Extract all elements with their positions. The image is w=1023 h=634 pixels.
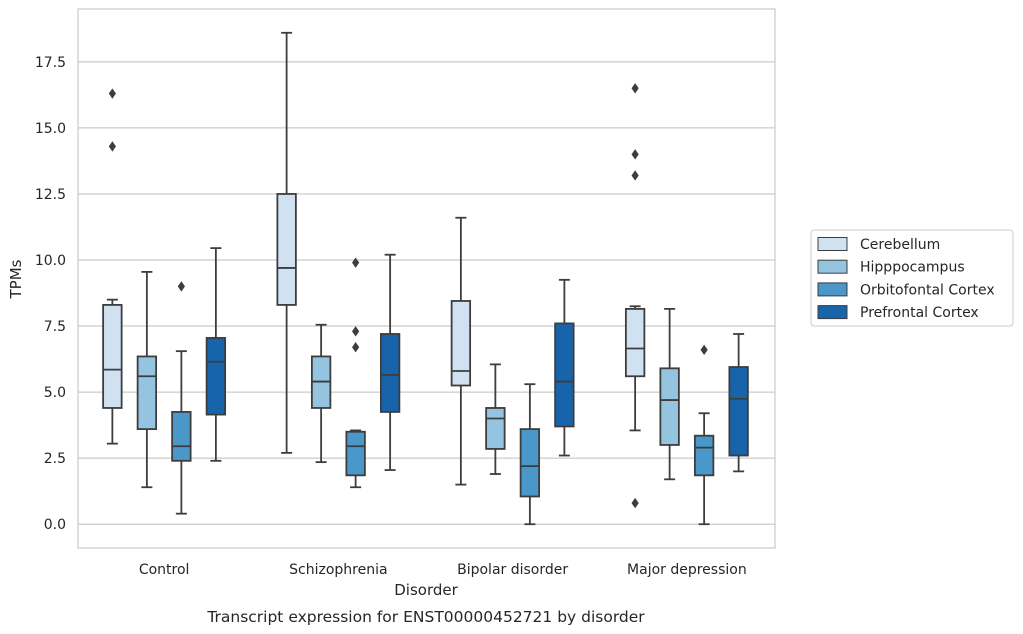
box-orbitofontal-cortex-control: [171, 281, 192, 515]
box-iqr: [379, 333, 401, 413]
box-iqr: [102, 304, 123, 409]
outlier-point: [352, 341, 360, 353]
x-tick-label-major-depression: Major depression: [627, 562, 747, 578]
y-tick-label: 7.5: [44, 319, 66, 335]
box-hipppocampus-control: [136, 270, 158, 489]
chart-caption: Transcript expression for ENST0000045272…: [206, 608, 645, 626]
box-iqr: [485, 407, 506, 450]
outlier-point: [108, 88, 116, 99]
box-prefrontal-cortex-major-depression: [728, 333, 749, 473]
x-tick-label-schizophrenia: Schizophrenia: [289, 562, 387, 578]
outlier-point: [631, 497, 639, 509]
legend-label-prefrontal-cortex: Prefrontal Cortex: [860, 305, 979, 321]
box-hipppocampus-schizophrenia: [310, 323, 332, 464]
box-orbitofontal-cortex-schizophrenia: [345, 257, 366, 489]
box-iqr: [171, 411, 192, 462]
box-hipppocampus-major-depression: [659, 307, 680, 481]
series-hipppocampus: [136, 270, 680, 489]
box-iqr: [624, 307, 646, 378]
plot-area-frame: [77, 8, 776, 549]
y-tick-label: 10.0: [35, 253, 66, 269]
outlier-point: [631, 83, 639, 94]
y-tick-label: 12.5: [35, 187, 66, 203]
legend-swatch-hipppocampus: [817, 259, 848, 274]
series-cerebellum: [102, 31, 646, 509]
y-tick-label: 2.5: [44, 451, 66, 467]
y-axis-tick-labels: 0.0 2.5 5.0 7.5 10.0 12.5 15.0 17.5: [35, 55, 66, 533]
legend-frame: [810, 229, 1014, 327]
y-tick-label: 17.5: [35, 55, 66, 71]
box-series: [102, 31, 749, 526]
box-prefrontal-cortex-bipolar-disorder: [554, 278, 575, 457]
x-axis-title: Disorder: [394, 581, 458, 599]
outlier-point: [700, 344, 708, 356]
legend-swatch-orbitofontal-cortex: [817, 282, 848, 297]
box-iqr: [693, 434, 715, 477]
legend-label-hipppocampus: Hipppocampus: [860, 260, 965, 276]
box-iqr: [728, 366, 749, 457]
y-axis-title: TPMs: [7, 259, 25, 299]
x-tick-label-bipolar-disorder: Bipolar disorder: [457, 562, 568, 578]
box-cerebellum-control: [102, 88, 123, 445]
legend-label-orbitofontal-cortex: Orbitofontal Cortex: [860, 282, 995, 298]
y-tick-label: 0.0: [44, 517, 66, 533]
box-iqr: [450, 300, 472, 387]
box-cerebellum-schizophrenia: [276, 31, 297, 454]
box-orbitofontal-cortex-bipolar-disorder: [519, 383, 541, 526]
series-orbitofontal-cortex: [171, 257, 715, 526]
legend-swatch-prefrontal-cortex: [817, 305, 848, 320]
box-iqr: [276, 193, 297, 306]
outlier-point: [352, 257, 360, 268]
x-axis-tick-labels: Control Schizophrenia Bipolar disorder Majo…: [139, 562, 747, 578]
box-iqr: [345, 430, 366, 477]
legend-swatch-cerebellum: [817, 237, 848, 251]
outlier-point: [631, 170, 639, 181]
legend-label-cerebellum: Cerebellum: [860, 237, 940, 253]
box-hipppocampus-bipolar-disorder: [485, 363, 506, 475]
box-prefrontal-cortex-schizophrenia: [379, 253, 401, 471]
box-iqr: [659, 367, 680, 446]
box-cerebellum-major-depression: [624, 83, 646, 509]
box-cerebellum-bipolar-disorder: [450, 216, 472, 486]
box-orbitofontal-cortex-major-depression: [693, 344, 715, 526]
x-tick-label-control: Control: [139, 562, 190, 578]
outlier-point: [108, 141, 116, 152]
box-iqr: [205, 337, 227, 416]
box-prefrontal-cortex-control: [205, 247, 227, 462]
y-tick-label: 15.0: [35, 121, 66, 137]
outlier-point: [352, 326, 360, 337]
series-prefrontal-cortex: [205, 247, 749, 473]
outlier-point: [177, 281, 185, 292]
legend: Cerebellum Hipppocampus Orbitofontal Corte…: [810, 229, 1014, 327]
outlier-point: [631, 149, 639, 160]
box-iqr: [554, 322, 575, 428]
y-tick-label: 5.0: [44, 385, 66, 401]
box-iqr: [136, 355, 158, 431]
box-iqr: [519, 428, 541, 498]
y-grid-lines: [78, 61, 775, 525]
